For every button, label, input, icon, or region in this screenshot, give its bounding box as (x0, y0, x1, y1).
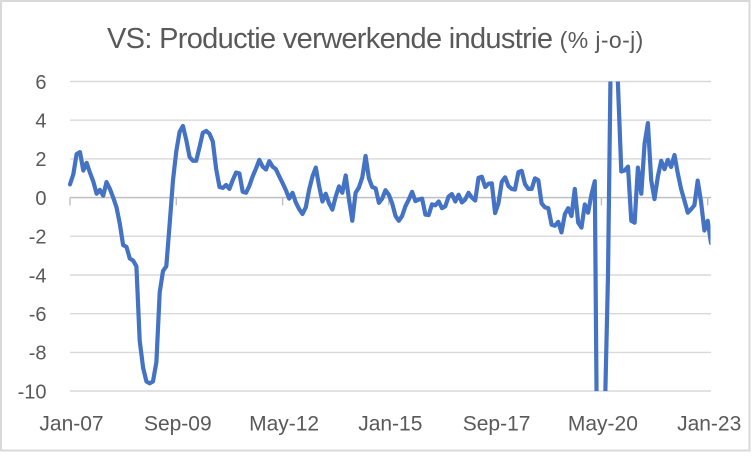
svg-text:6: 6 (35, 72, 46, 94)
svg-text:Jan-15: Jan-15 (358, 413, 422, 436)
svg-text:Sep-17: Sep-17 (463, 413, 531, 436)
svg-text:-10: -10 (18, 381, 47, 403)
svg-text:VS: Productie verwerkende indu: VS: Productie verwerkende industrie (% j… (107, 23, 644, 55)
svg-text:-2: -2 (29, 227, 47, 249)
svg-text:May-12: May-12 (249, 413, 319, 436)
svg-text:-8: -8 (29, 343, 47, 365)
svg-text:Sep-09: Sep-09 (144, 413, 212, 436)
svg-text:4: 4 (35, 111, 46, 133)
svg-text:2: 2 (35, 149, 46, 171)
svg-text:Jan-07: Jan-07 (39, 413, 103, 436)
svg-text:Jan-23: Jan-23 (677, 413, 741, 436)
svg-text:0: 0 (35, 188, 46, 210)
svg-text:May-20: May-20 (568, 413, 638, 436)
svg-text:-6: -6 (29, 304, 47, 326)
svg-text:-4: -4 (29, 265, 47, 287)
